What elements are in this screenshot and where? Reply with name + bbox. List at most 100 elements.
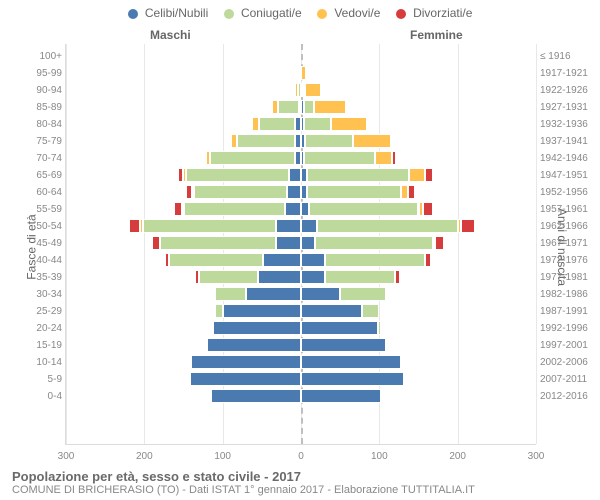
legend-item-widowed: Vedovi/e (317, 6, 380, 20)
bar-segment-male-widowed (272, 100, 278, 114)
bar-segment-male-single (276, 236, 301, 250)
bar-segment-female-married (315, 236, 433, 250)
pyramid-row: 0-42012-2016 (66, 388, 536, 405)
bar-segment-female-single (301, 389, 381, 403)
bar-segment-male-single (213, 321, 301, 335)
ytick-birth: ≤ 1916 (540, 48, 571, 65)
legend-item-single: Celibi/Nubili (128, 6, 209, 20)
ytick-birth: 1967-1971 (540, 235, 588, 252)
legend-label-widowed: Vedovi/e (334, 6, 380, 20)
caption-title: Popolazione per età, sesso e stato civil… (12, 469, 588, 484)
bar-segment-female-divorced (423, 202, 432, 216)
ytick-birth: 2007-2011 (540, 371, 587, 388)
pyramid-row: 30-341982-1986 (66, 286, 536, 303)
bar-segment-female-divorced (408, 185, 416, 199)
bar-segment-male-married (210, 151, 295, 165)
bar-segment-female-divorced (395, 270, 400, 284)
bar-segment-male-married (186, 168, 289, 182)
bar-segment-female-single (301, 338, 386, 352)
bar-segment-male-married (160, 236, 276, 250)
legend-swatch-widowed (317, 9, 327, 19)
bar-segment-male-widowed (231, 134, 237, 148)
pyramid-row: 40-441972-1976 (66, 252, 536, 269)
bar-segment-male-widowed (183, 168, 186, 182)
legend-swatch-married (224, 9, 234, 19)
ytick-birth: 1987-1991 (540, 303, 588, 320)
xaxis-tick: 300 (58, 451, 75, 462)
ytick-birth: 1947-1951 (540, 167, 588, 184)
bar-segment-male-widowed (192, 185, 194, 199)
bar-segment-female-divorced (392, 151, 396, 165)
ytick-age: 100+ (28, 48, 62, 65)
xaxis-tick: 200 (449, 451, 466, 462)
bar-segment-male-married (215, 304, 223, 318)
pyramid-row: 45-491967-1971 (66, 235, 536, 252)
ytick-age: 45-49 (28, 235, 62, 252)
bar-segment-male-divorced (204, 151, 206, 165)
column-title-male: Maschi (150, 28, 191, 42)
ytick-birth: 1937-1941 (540, 133, 588, 150)
bar-segment-female-divorced (435, 236, 444, 250)
ytick-age: 30-34 (28, 286, 62, 303)
pyramid-row: 20-241992-1996 (66, 320, 536, 337)
bar-segment-female-single (301, 202, 309, 216)
ytick-age: 40-44 (28, 252, 62, 269)
bar-segment-male-widowed (140, 219, 142, 233)
bar-segment-male-divorced (186, 185, 192, 199)
pyramid-row: 85-891927-1931 (66, 99, 536, 116)
xaxis-tick: 300 (528, 451, 545, 462)
bar-segment-female-single (301, 236, 315, 250)
legend-label-married: Coniugati/e (241, 6, 302, 20)
bar-segment-male-divorced (195, 270, 199, 284)
bar-segment-male-single (191, 355, 301, 369)
bar-segment-female-married (304, 100, 313, 114)
ytick-age: 10-14 (28, 354, 62, 371)
bar-segment-female-married (317, 219, 458, 233)
plot-area: 3002001000100200300100+≤ 191695-991917-1… (65, 44, 536, 445)
bar-segment-male-divorced (152, 236, 160, 250)
legend-item-divorced: Divorziati/e (396, 6, 473, 20)
ytick-age: 95-99 (28, 65, 62, 82)
bar-segment-male-divorced (174, 202, 182, 216)
legend-item-married: Coniugati/e (224, 6, 302, 20)
xaxis-tick: 0 (298, 451, 304, 462)
ytick-birth: 1927-1931 (540, 99, 588, 116)
ytick-age: 20-24 (28, 320, 62, 337)
ytick-birth: 1932-1936 (540, 116, 588, 133)
ytick-age: 85-89 (28, 99, 62, 116)
bar-segment-female-single (301, 355, 401, 369)
pyramid-row: 100+≤ 1916 (66, 48, 536, 65)
bar-segment-female-married (305, 134, 354, 148)
bar-segment-male-married (199, 270, 258, 284)
pyramid-row: 65-691947-1951 (66, 167, 536, 184)
bar-segment-male-married (143, 219, 276, 233)
bar-segment-female-single (301, 287, 340, 301)
legend: Celibi/Nubili Coniugati/e Vedovi/e Divor… (0, 6, 600, 20)
xaxis-tick: 200 (136, 451, 153, 462)
bar-segment-male-widowed (295, 83, 298, 97)
ytick-birth: 1977-1981 (540, 269, 588, 286)
bar-segment-male-single (287, 185, 301, 199)
bar-segment-male-widowed (252, 117, 260, 131)
ytick-birth: 1982-1986 (540, 286, 588, 303)
caption: Popolazione per età, sesso e stato civil… (12, 469, 588, 496)
bar-segment-female-married (378, 321, 381, 335)
bar-segment-female-divorced (425, 253, 431, 267)
column-title-female: Femmine (410, 28, 463, 42)
ytick-birth: 1952-1956 (540, 184, 588, 201)
bar-segment-female-single (301, 253, 325, 267)
bar-segment-male-single (223, 304, 301, 318)
bar-segment-female-married (309, 202, 419, 216)
bar-segment-female-widowed (301, 66, 306, 80)
ytick-birth: 1962-1966 (540, 218, 588, 235)
bar-segment-male-single (207, 338, 301, 352)
bar-segment-female-widowed (314, 100, 347, 114)
bar-segment-male-divorced (229, 134, 231, 148)
legend-label-divorced: Divorziati/e (413, 6, 472, 20)
xaxis-tick: 100 (371, 451, 388, 462)
pyramid-row: 80-841932-1936 (66, 116, 536, 133)
bar-segment-male-married (278, 100, 298, 114)
bar-segment-female-widowed (409, 168, 425, 182)
ytick-birth: 2012-2016 (540, 388, 588, 405)
ytick-age: 75-79 (28, 133, 62, 150)
